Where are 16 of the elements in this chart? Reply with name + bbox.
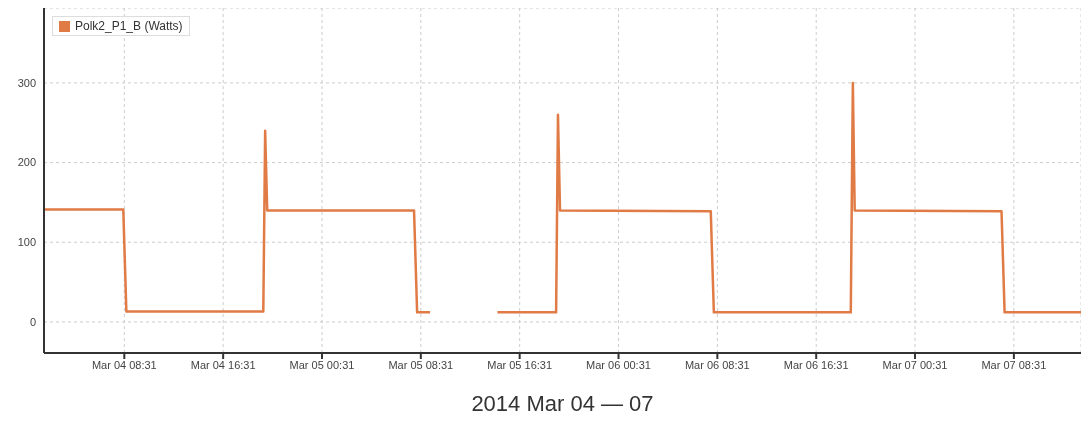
legend-label: Polk2_P1_B (Watts) [75,19,183,33]
x-tick-label: Mar 05 16:31 [487,358,553,371]
x-tick-label: Mar 07 08:31 [981,358,1047,371]
x-tick-label: Mar 05 00:31 [289,358,355,371]
y-tick-label: 0 [29,315,36,328]
x-axis-title: 2014 Mar 04 — 07 [471,391,654,416]
x-tick-label: Mar 07 00:31 [882,358,948,371]
y-tick-label: 200 [17,156,36,169]
x-tick-label: Mar 05 08:31 [388,358,454,371]
x-tick-label: Mar 06 08:31 [684,358,750,371]
y-tick-label: 100 [17,236,36,249]
x-tick-label: Mar 06 00:31 [586,358,651,371]
x-tick-label: Mar 04 16:31 [190,358,256,371]
x-tick-label: Mar 06 16:31 [783,358,849,371]
x-tick-label: Mar 04 08:31 [91,358,157,371]
y-tick-label: 300 [17,76,36,89]
